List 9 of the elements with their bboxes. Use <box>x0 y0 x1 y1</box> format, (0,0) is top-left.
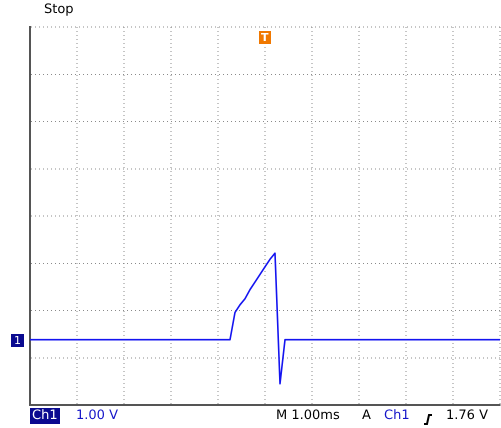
text: Stop <box>44 2 74 18</box>
text: 1.00 V <box>76 408 118 424</box>
text: 1 <box>11 334 24 347</box>
text: 1.76 V <box>446 408 488 424</box>
text: A <box>362 408 371 424</box>
text: T <box>259 31 271 44</box>
text: Ch1 <box>384 408 410 424</box>
text: Ch1 <box>30 408 60 424</box>
text: M 1.00ms <box>276 408 340 424</box>
